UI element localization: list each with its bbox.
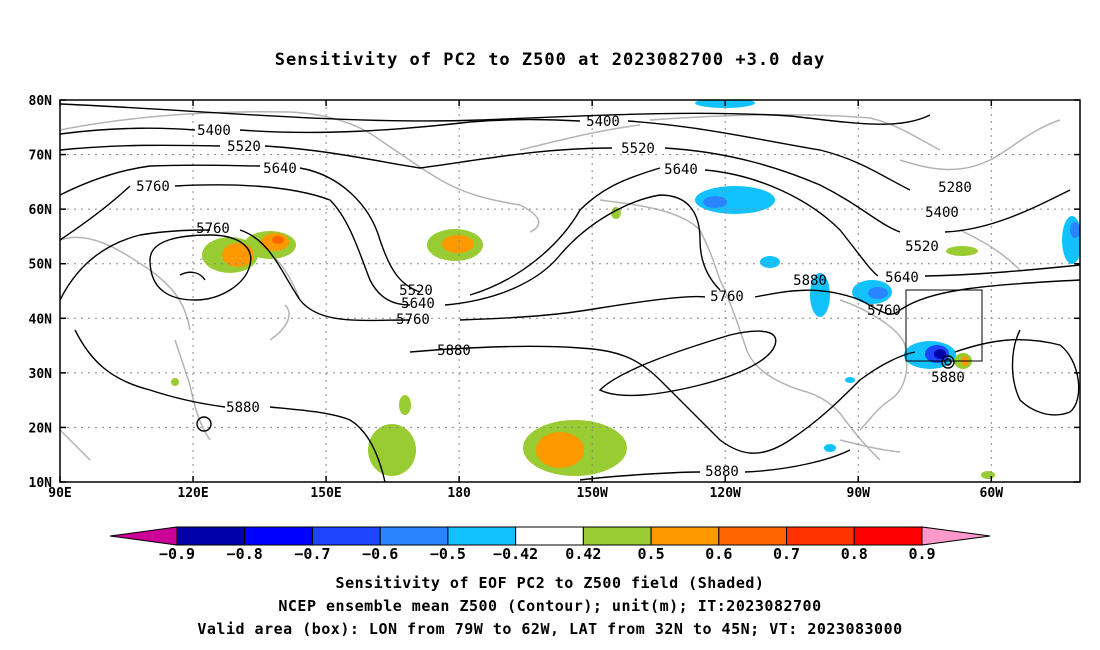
colorbar-tick-label: −0.8 <box>227 545 263 563</box>
contour-label: 5520 <box>905 239 939 255</box>
colorbar-tick-label: −0.42 <box>493 545 538 563</box>
contour-label: 5640 <box>664 162 698 178</box>
colorbar-tick-label: 0.8 <box>841 545 868 563</box>
lat-label: 50N <box>29 258 53 273</box>
footer-contour-caption: NCEP ensemble mean Z500 (Contour); unit(… <box>278 597 822 615</box>
contour-label: 5520 <box>621 141 655 157</box>
contour-label: 5760 <box>136 179 170 195</box>
lat-label: 80N <box>29 94 53 109</box>
plot-frame <box>59 99 1081 483</box>
colorbar-below-triangle <box>109 526 178 546</box>
colorbar-tick-label: 0.9 <box>908 545 935 563</box>
contour-labels: 5400 5520 5640 5760 5760 5400 5520 5640 … <box>136 114 972 480</box>
lon-label: 90W <box>847 486 871 501</box>
contour-label: 5400 <box>586 114 620 130</box>
colorbar-bin <box>447 526 517 546</box>
contour-label: 5520 <box>399 283 433 299</box>
z500-contours <box>60 103 1080 482</box>
coastlines <box>60 110 1061 461</box>
contour-label: 5760 <box>396 312 430 328</box>
axis-ticks <box>59 99 1080 483</box>
colorbar-bin <box>718 526 788 546</box>
colorbar-tick-label: 0.5 <box>638 545 665 563</box>
lat-label: 30N <box>29 367 53 382</box>
contour-label: 5880 <box>931 370 965 386</box>
contour-label: 5880 <box>793 273 827 289</box>
lat-axis-labels: 80N 70N 60N 50N 40N 30N 20N 10N <box>29 94 53 491</box>
contour-label: 5760 <box>710 289 744 305</box>
colorbar-tick-label: 0.42 <box>565 545 601 563</box>
colorbar-tick-label: 0.6 <box>705 545 732 563</box>
colorbar <box>109 526 991 546</box>
contour-label: 5520 <box>227 139 261 155</box>
lat-label: 20N <box>29 421 53 436</box>
lon-label: 60W <box>980 486 1004 501</box>
colorbar-bin <box>311 526 381 546</box>
colorbar-tick-label: −0.6 <box>362 545 398 563</box>
lon-label: 150E <box>310 486 341 501</box>
valid-area-box <box>905 289 983 362</box>
colorbar-tick-label: −0.9 <box>159 545 195 563</box>
lon-label: 120W <box>710 486 741 501</box>
lat-label: 10N <box>29 476 53 491</box>
colorbar-bin <box>650 526 720 546</box>
contour-label: 5280 <box>938 180 972 196</box>
colorbar-labels: −0.9 −0.8 −0.7 −0.6 −0.5 −0.42 0.42 0.5 0.6 0.7 0.… <box>159 545 936 563</box>
sensitivity-shading <box>171 100 1080 479</box>
colorbar-bin <box>786 526 855 546</box>
colorbar-bin <box>379 526 449 546</box>
colorbar-tick-label: −0.5 <box>430 545 466 563</box>
contour-label: 5640 <box>263 161 297 177</box>
contour-label: 5400 <box>925 205 959 221</box>
colorbar-above-triangle <box>921 526 991 546</box>
contour-label: 5640 <box>885 270 919 286</box>
lat-label: 60N <box>29 203 53 218</box>
colorbar-bin <box>244 526 313 546</box>
lat-label: 70N <box>29 149 53 164</box>
map-title: Sensitivity of PC2 to Z500 at 2023082700… <box>274 50 826 70</box>
footer-shaded-caption: Sensitivity of EOF PC2 to Z500 field (Sh… <box>335 574 765 592</box>
lon-label: 120E <box>177 486 208 501</box>
lon-label: 90E <box>48 486 71 501</box>
contour-label: 5400 <box>197 123 231 139</box>
lon-axis-labels: 90E 120E 150E 180 150W 120W 90W 60W <box>48 486 1003 501</box>
lon-label: 150W <box>577 486 608 501</box>
colorbar-tick-label: 0.7 <box>773 545 800 563</box>
colorbar-bin <box>853 526 923 546</box>
lat-label: 40N <box>29 312 53 327</box>
footer-valid-area-caption: Valid area (box): LON from 79W to 62W, L… <box>197 620 903 638</box>
colorbar-tick-label: −0.7 <box>294 545 330 563</box>
contour-label: 5760 <box>867 303 901 319</box>
contour-label: 5640 <box>401 296 435 312</box>
contour-label: 5760 <box>196 221 230 237</box>
contour-label: 5880 <box>705 464 739 480</box>
lon-label: 180 <box>447 486 471 501</box>
colorbar-bin <box>582 526 652 546</box>
contour-label: 5880 <box>437 343 471 359</box>
contour-label: 5880 <box>226 400 260 416</box>
colorbar-bin <box>176 526 246 546</box>
colorbar-bin <box>515 526 584 546</box>
